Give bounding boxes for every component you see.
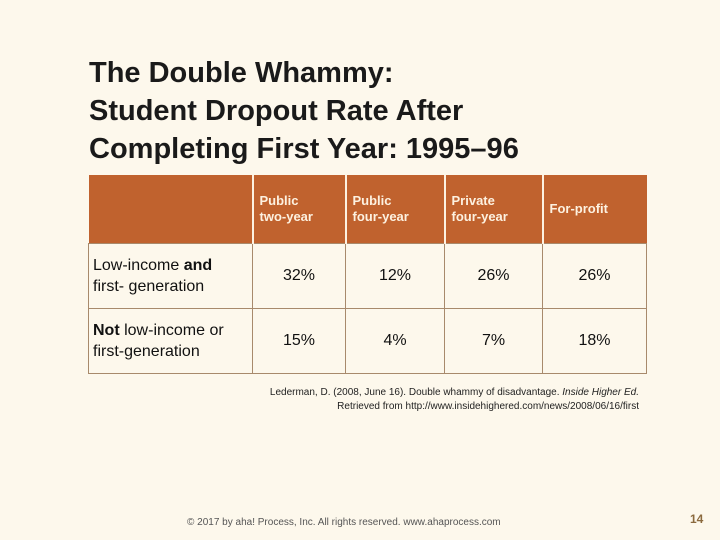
table-row: Low-income and first- generation 32% 12%… — [88, 243, 647, 309]
row-label-text: Low-income — [93, 257, 184, 274]
cell-value: 15% — [252, 308, 346, 374]
title-line-1: The Double Whammy: — [89, 57, 394, 89]
header-line: Private — [451, 193, 495, 208]
cell-value: 26% — [542, 243, 647, 309]
citation: Lederman, D. (2008, June 16). Double wha… — [270, 386, 639, 414]
header-public-two-year: Public two-year — [251, 175, 346, 244]
header-line: two-year — [259, 209, 313, 224]
header-public-four-year: Public four-year — [344, 175, 445, 244]
row-label-emphasis: and — [183, 257, 213, 274]
header-line: Public — [352, 193, 392, 208]
cell-value: 26% — [444, 243, 543, 309]
table-header-row: Public two-year Public four-year Private… — [88, 175, 647, 244]
header-for-profit: For-profit — [541, 175, 647, 244]
cell-value: 4% — [345, 308, 445, 374]
row-label-emphasis: Not — [93, 322, 120, 339]
header-empty-cell — [88, 175, 253, 244]
header-line: For-profit — [549, 201, 608, 216]
citation-line-1: Lederman, D. (2008, June 16). Double wha… — [270, 386, 639, 400]
citation-source: Inside Higher Ed. — [562, 387, 639, 398]
row-label-not-low-income: Not low-income or first-generation — [88, 308, 253, 374]
title-line-2: Student Dropout Rate After — [89, 95, 464, 127]
row-label-text: first- generation — [93, 278, 205, 295]
header-line: four-year — [352, 209, 409, 224]
citation-line-2: Retrieved from http://www.insidehighered… — [337, 401, 639, 412]
header-private-four-year: Private four-year — [443, 175, 543, 244]
header-line: four-year — [451, 209, 508, 224]
title-line-3: Completing First Year: 1995–96 — [89, 133, 519, 165]
cell-value: 7% — [444, 308, 543, 374]
citation-text: Lederman, D. (2008, June 16). Double wha… — [269, 387, 563, 398]
row-label-low-income-first-gen: Low-income and first- generation — [88, 243, 253, 309]
copyright-footer: © 2017 by aha! Process, Inc. All rights … — [187, 517, 501, 528]
row-label-text: low-income or first-generation — [93, 322, 224, 360]
cell-value: 32% — [252, 243, 346, 309]
cell-value: 12% — [345, 243, 445, 309]
page-number: 14 — [690, 512, 704, 526]
slide-title: The Double Whammy: Student Dropout Rate … — [89, 54, 519, 168]
header-line: Public — [259, 193, 299, 208]
table-row: Not low-income or first-generation 15% 4… — [88, 308, 647, 374]
cell-value: 18% — [542, 308, 647, 374]
dropout-rate-table: Public two-year Public four-year Private… — [88, 175, 647, 374]
